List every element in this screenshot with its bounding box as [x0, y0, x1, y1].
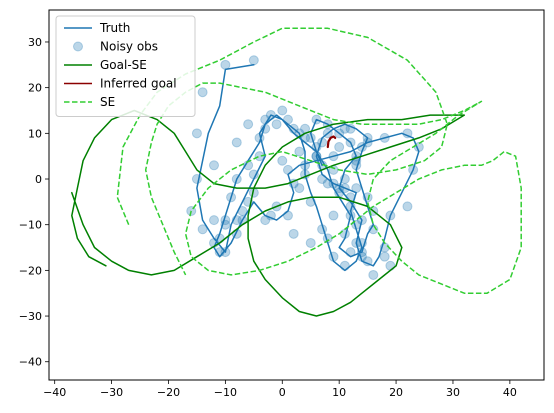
series-line-goal-se [71, 109, 466, 317]
axes-layer: −40 −30 −20 −10 0 10 20 30 40 −40 −30 −20 −10 0 10 20 30 [19, 36, 517, 399]
data-point [271, 119, 282, 130]
series-layer [71, 27, 522, 317]
data-point [248, 55, 259, 66]
legend-entry: Noisy obs [73, 40, 158, 54]
x-tick-label: −40 [43, 386, 66, 399]
x-tick-label: 10 [332, 386, 346, 399]
data-point [328, 210, 339, 221]
data-point [282, 210, 293, 221]
legend-entry: SE [64, 95, 115, 109]
legend: Truth Noisy obs Goal-SE Inferred goal SE [55, 15, 196, 117]
data-point [254, 151, 265, 162]
x-tick-label: −30 [100, 386, 123, 399]
y-tick-label: 20 [28, 82, 42, 95]
plot-frame [48, 9, 545, 381]
data-point [379, 251, 390, 262]
data-point [288, 228, 299, 239]
data-point [277, 155, 288, 166]
data-point [209, 215, 219, 226]
y-tick-label: −20 [19, 264, 42, 277]
y-tick-label: −30 [19, 310, 42, 323]
legend-label: Inferred goal [100, 77, 177, 91]
x-tick-label: −10 [214, 386, 237, 399]
series-line-inferred-goal [326, 135, 337, 149]
data-point [305, 237, 316, 248]
y-tick-label: 0 [35, 173, 42, 186]
y-tick-label: 30 [28, 36, 42, 49]
legend-label: Noisy obs [100, 40, 158, 54]
y-tick-label: 10 [28, 127, 42, 140]
x-tick-label: −20 [157, 386, 180, 399]
x-tick-label: 30 [446, 386, 460, 399]
data-point [191, 128, 202, 139]
legend-box [55, 15, 196, 117]
data-point [402, 201, 413, 212]
y-tick-label: −40 [19, 356, 42, 369]
x-tick-label: 0 [279, 386, 286, 399]
legend-entry: Goal-SE [64, 58, 147, 72]
data-point [334, 142, 345, 153]
x-tick-label: 20 [389, 386, 403, 399]
data-point [282, 164, 293, 175]
data-point [243, 119, 254, 130]
legend-entry: Truth [64, 21, 130, 35]
data-point [197, 87, 208, 98]
y-tick-label: −10 [19, 219, 42, 232]
legend-entry: Inferred goal [64, 77, 177, 91]
data-point [209, 160, 219, 171]
data-point [231, 137, 242, 148]
legend-label: SE [100, 95, 115, 109]
series-line-truth [196, 64, 420, 272]
data-point [277, 105, 288, 116]
data-point [294, 146, 305, 157]
data-point [368, 269, 379, 280]
legend-label: Goal-SE [100, 58, 147, 72]
legend-swatch [73, 41, 83, 52]
data-point [197, 224, 208, 235]
x-tick-label: 40 [503, 386, 517, 399]
legend-label: Truth [99, 21, 130, 35]
data-point [385, 260, 396, 271]
data-point [339, 260, 350, 271]
series-line-se [116, 27, 522, 294]
data-point [294, 183, 305, 194]
data-point [220, 59, 231, 70]
